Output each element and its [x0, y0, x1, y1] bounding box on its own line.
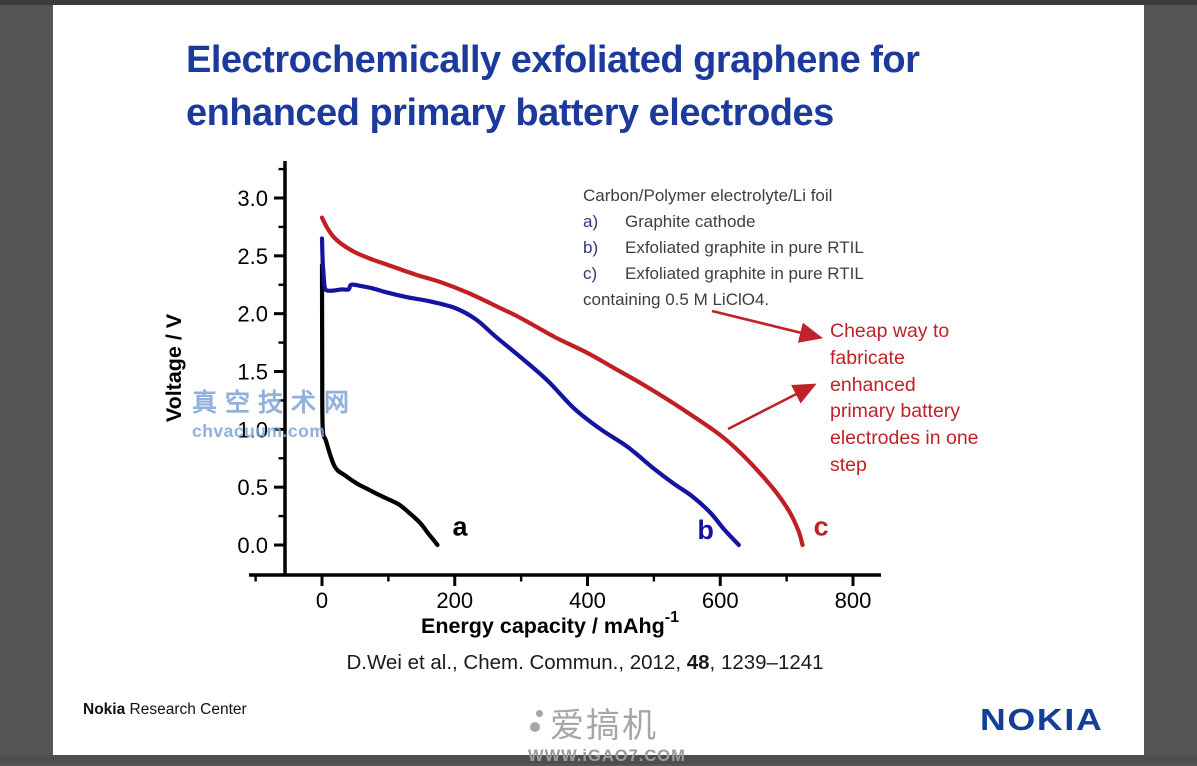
legend-item-c: c) Exfoliated graphite in pure RTIL [583, 261, 913, 287]
annotation-line: fabricate [830, 346, 905, 369]
watermark-chvacuum-url: chvacuum.com [192, 421, 326, 441]
y-tick-label: 1.5 [237, 360, 268, 385]
watermark-igao7-url: WWW.iGAO7.COM [528, 747, 686, 765]
curve-b [319, 236, 741, 548]
annotation-arrow-top [711, 309, 824, 343]
watermark-chvacuum: 真空技术网 chvacuum.com [192, 383, 357, 442]
annotation-arrow-bottom [727, 383, 817, 431]
axes [249, 161, 881, 577]
legend-key-c: c) [583, 264, 598, 283]
y-tick-label: 2.0 [237, 302, 268, 327]
legend-text-b: Exfoliated graphite in pure RTIL [625, 238, 864, 257]
citation: D.Wei et al., Chem. Commun., 2012, 48, 1… [190, 651, 980, 675]
presentation-slide [53, 5, 1144, 755]
annotation-line: Cheap way to [830, 320, 950, 342]
window-bottom-edge [0, 755, 1197, 764]
curve-a [319, 262, 440, 548]
x-tick-label: 400 [569, 588, 606, 613]
legend-item-b: b) Exfoliated graphite in pure RTIL [583, 235, 913, 261]
legend-continuation: containing 0.5 M LiClO4. [583, 290, 770, 309]
legend-text-c: Exfoliated graphite in pure RTIL [625, 264, 864, 283]
citation-volume: 48 [686, 651, 710, 674]
x-tick-label: 600 [702, 588, 739, 613]
axis-tick-labels: 0 200 400 600 800 0.0 0.5 1.0 1.5 2.0 2.5 3.0 [237, 186, 871, 613]
x-tick-label: 200 [436, 588, 473, 613]
footer-org: Nokia Research Center [83, 701, 247, 719]
y-axis-title: Voltage / V [162, 313, 186, 422]
footer-org-rest: Research Center [125, 701, 247, 718]
legend-key-a: a) [583, 212, 599, 231]
y-tick-label: 3.0 [237, 186, 268, 211]
window-top-edge [0, 0, 1197, 5]
x-axis-title: Energy capacity / mAhg-1 [421, 609, 679, 638]
y-tick-label: 2.5 [237, 244, 268, 269]
annotation-arrows [711, 309, 824, 431]
footer-brand: Nokia [83, 701, 126, 718]
annotation-line: primary battery [830, 400, 961, 423]
y-tick-label: 1.0 [237, 417, 268, 442]
x-tick-label: 800 [835, 588, 872, 613]
y-tick-label: 0.0 [237, 533, 268, 558]
curve-letter-labels: a b c [453, 512, 829, 545]
curve-label-c: c [814, 512, 829, 542]
curve-label-b: b [697, 515, 714, 545]
slide-title: Electrochemically exfoliated graphene fo… [186, 34, 1046, 140]
watermark-igao7-cn: 爱搞机 [528, 698, 686, 747]
discharge-curves [319, 215, 805, 548]
annotation-line: electrodes in one [830, 427, 979, 450]
citation-post: , 1239–1241 [709, 651, 824, 674]
annotation-text: Cheap way to fabricate enhanced primary … [830, 318, 1025, 479]
watermark-chvacuum-cn: 真空技术网 [192, 389, 358, 417]
annotation-line: step [830, 453, 867, 476]
legend-item-a: a) Graphite cathode [583, 209, 913, 235]
watermark-igao7: 爱搞机 WWW.iGAO7.COM [528, 698, 686, 766]
axis-ticks [254, 167, 855, 586]
curve-c [319, 215, 805, 548]
nokia-logo: NOKIA [980, 702, 1104, 737]
legend-text-a: Graphite cathode [625, 212, 756, 231]
annotation-line: enhanced [830, 373, 916, 396]
legend-key-b: b) [583, 238, 599, 257]
slide-title-line2: enhanced primary battery electrodes [186, 92, 834, 134]
citation-pre: D.Wei et al., Chem. Commun., 2012, [346, 651, 687, 674]
chart-legend: Carbon/Polymer electrolyte/Li foil a) Gr… [583, 183, 913, 313]
igao7-logo-icon [528, 708, 546, 738]
slide-title-line1: Electrochemically exfoliated graphene fo… [186, 39, 920, 81]
x-tick-label: 0 [316, 588, 328, 613]
legend-header: Carbon/Polymer electrolyte/Li foil [583, 186, 833, 205]
curve-label-a: a [453, 512, 469, 542]
y-tick-label: 0.5 [237, 475, 268, 500]
